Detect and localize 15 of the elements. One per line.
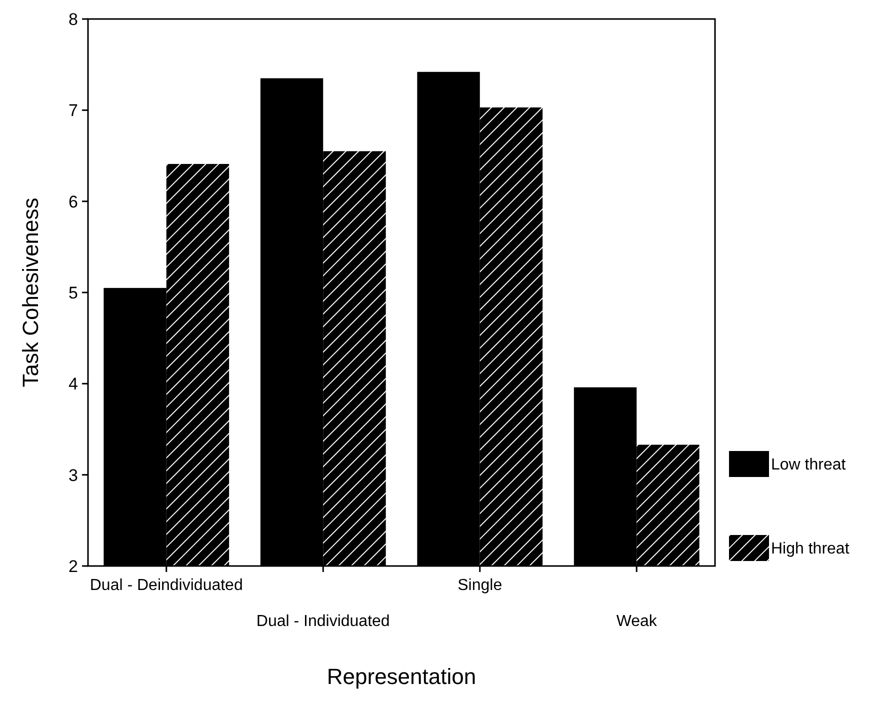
x-tick-label: Dual - Deindividuated: [90, 577, 243, 594]
y-tick-label: 5: [68, 283, 78, 302]
x-axis-title: Representation: [326, 664, 476, 689]
x-tick-label: Weak: [616, 613, 658, 630]
y-tick-label: 3: [68, 466, 78, 485]
y-tick-label: 4: [68, 374, 78, 394]
y-axis-title: Task Cohesiveness: [18, 198, 43, 388]
x-tick-label: Single: [458, 577, 502, 594]
legend-label: Low threat: [771, 456, 846, 474]
x-tick-label: Dual - Individuated: [256, 613, 390, 630]
y-tick-label: 2: [68, 556, 78, 576]
y-tick-label: 8: [68, 10, 78, 29]
legend-label: High threat: [771, 540, 850, 558]
y-tick-label: 6: [68, 192, 78, 212]
y-tick-label: 7: [68, 101, 78, 120]
